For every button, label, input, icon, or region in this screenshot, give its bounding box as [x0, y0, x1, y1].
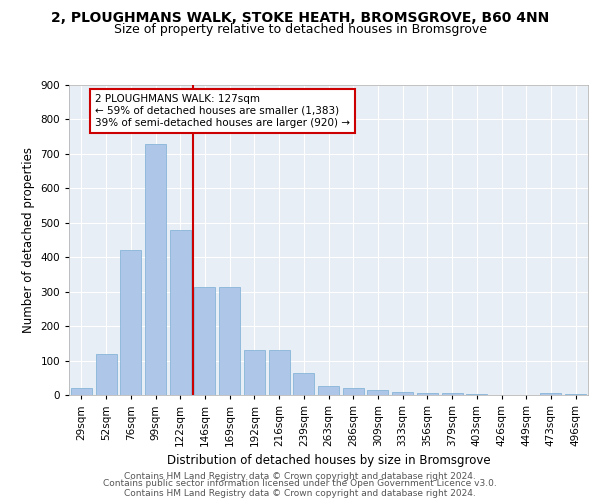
X-axis label: Distribution of detached houses by size in Bromsgrove: Distribution of detached houses by size … — [167, 454, 490, 468]
Bar — [194, 286, 215, 395]
Bar — [318, 386, 339, 395]
Bar — [293, 372, 314, 395]
Bar — [392, 392, 413, 395]
Bar — [417, 394, 438, 395]
Y-axis label: Number of detached properties: Number of detached properties — [22, 147, 35, 333]
Text: Contains public sector information licensed under the Open Government Licence v3: Contains public sector information licen… — [103, 478, 497, 488]
Text: Size of property relative to detached houses in Bromsgrove: Size of property relative to detached ho… — [113, 22, 487, 36]
Bar — [269, 350, 290, 395]
Text: 2 PLOUGHMANS WALK: 127sqm
← 59% of detached houses are smaller (1,383)
39% of se: 2 PLOUGHMANS WALK: 127sqm ← 59% of detac… — [95, 94, 350, 128]
Bar — [120, 250, 141, 395]
Bar — [95, 354, 116, 395]
Bar — [219, 286, 240, 395]
Bar — [367, 390, 388, 395]
Text: Contains HM Land Registry data © Crown copyright and database right 2024.: Contains HM Land Registry data © Crown c… — [124, 488, 476, 498]
Bar — [71, 388, 92, 395]
Bar — [145, 144, 166, 395]
Text: Contains HM Land Registry data © Crown copyright and database right 2024.: Contains HM Land Registry data © Crown c… — [124, 472, 476, 481]
Bar — [466, 394, 487, 395]
Bar — [170, 230, 191, 395]
Bar — [343, 388, 364, 395]
Text: 2, PLOUGHMANS WALK, STOKE HEATH, BROMSGROVE, B60 4NN: 2, PLOUGHMANS WALK, STOKE HEATH, BROMSGR… — [51, 11, 549, 25]
Bar — [565, 394, 586, 395]
Bar — [442, 394, 463, 395]
Bar — [541, 394, 562, 395]
Bar — [244, 350, 265, 395]
